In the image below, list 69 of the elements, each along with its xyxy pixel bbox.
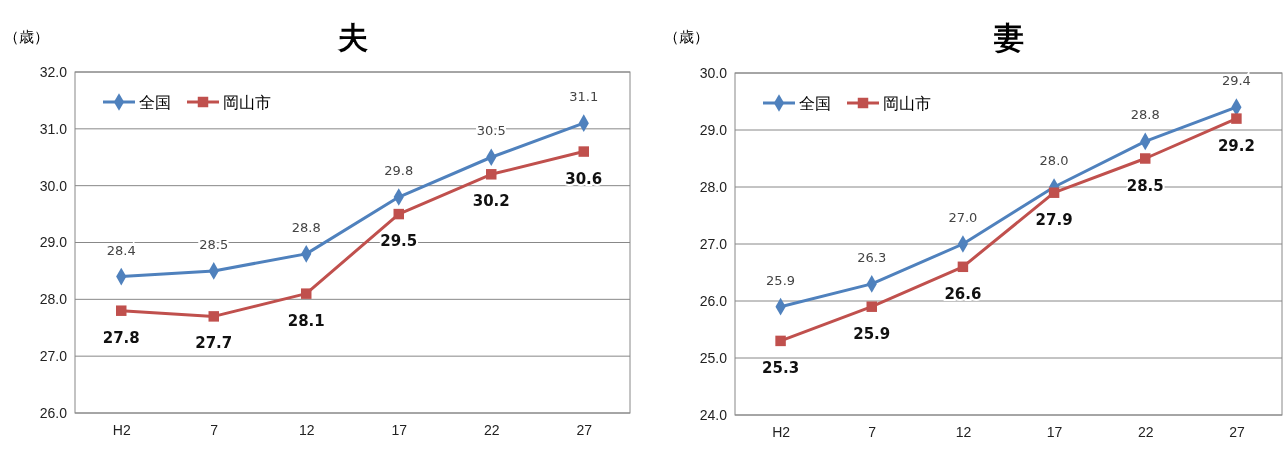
data-label: 28.8 xyxy=(291,219,321,235)
point xyxy=(866,301,877,312)
y-axis-title: （歳） xyxy=(4,28,49,46)
y-tick-label: 32.0 xyxy=(39,63,68,80)
y-tick-label: 24.0 xyxy=(699,406,728,423)
x-tick-label: 27 xyxy=(1229,423,1245,440)
y-tick-label: 28.0 xyxy=(699,178,728,195)
y-tick-label: 26.0 xyxy=(39,404,68,421)
y-tick-label: 29.0 xyxy=(699,121,728,138)
y-tick-label: 28.0 xyxy=(39,291,68,308)
data-label: 28.8 xyxy=(1130,107,1160,123)
point xyxy=(301,288,312,299)
point xyxy=(1140,153,1151,164)
data-label: 25.3 xyxy=(762,358,800,377)
y-tick-label: 26.0 xyxy=(699,292,728,309)
data-label: 29.8 xyxy=(384,163,414,179)
data-label: 27.8 xyxy=(102,328,140,347)
data-label: 25.9 xyxy=(853,324,891,343)
x-tick-label: H2 xyxy=(772,423,791,440)
data-label: 27.9 xyxy=(1035,210,1073,229)
point xyxy=(116,305,127,316)
data-label: 28.4 xyxy=(106,242,136,258)
point xyxy=(208,311,219,322)
data-label: 27.7 xyxy=(195,334,233,353)
chart-title: 夫 xyxy=(336,20,368,55)
y-tick-label: 31.0 xyxy=(39,120,68,137)
y-tick-label: 25.0 xyxy=(699,349,728,366)
data-label: 28.1 xyxy=(287,311,325,330)
data-label: 26.6 xyxy=(944,284,982,303)
y-axis-title: （歳） xyxy=(664,28,709,46)
data-label: 30.2 xyxy=(472,192,510,211)
x-tick-label: 12 xyxy=(298,421,315,438)
legend-label: 岡山市 xyxy=(223,93,271,112)
point xyxy=(775,335,786,347)
data-label: 30.5 xyxy=(476,123,506,139)
point xyxy=(1231,113,1242,124)
data-label: 28.5 xyxy=(1126,176,1164,195)
data-label: 27.0 xyxy=(948,210,978,225)
x-tick-label: 7 xyxy=(868,423,877,440)
data-label: 29.4 xyxy=(1221,73,1251,89)
x-tick-label: 17 xyxy=(1046,423,1063,440)
x-tick-label: 27 xyxy=(576,421,593,438)
point xyxy=(486,169,497,180)
data-label: 26.3 xyxy=(857,249,887,265)
data-label: 28.0 xyxy=(1039,153,1069,168)
point xyxy=(1048,187,1060,198)
data-label: 29.5 xyxy=(380,232,418,251)
legend-label: 全国 xyxy=(139,93,171,112)
y-tick-label: 30.0 xyxy=(39,177,68,194)
legend-label: 岡山市 xyxy=(883,94,931,113)
x-tick-label: 22 xyxy=(483,421,500,438)
x-tick-label: 22 xyxy=(1137,423,1154,440)
y-tick-label: 27.0 xyxy=(699,235,728,252)
point xyxy=(957,261,969,273)
data-label: 25.9 xyxy=(766,272,796,288)
x-tick-label: 12 xyxy=(955,423,972,440)
y-tick-label: 27.0 xyxy=(39,348,68,365)
legend-label: 全国 xyxy=(799,94,831,113)
y-tick-label: 30.0 xyxy=(699,64,728,81)
point xyxy=(578,146,589,157)
x-tick-label: 17 xyxy=(391,421,408,438)
data-label: 31.1 xyxy=(569,89,599,105)
y-tick-label: 29.0 xyxy=(39,234,68,251)
x-tick-label: 7 xyxy=(210,421,219,438)
data-label: 29.2 xyxy=(1217,136,1255,155)
point xyxy=(393,208,404,220)
x-tick-label: H2 xyxy=(112,421,131,438)
data-label: 30.6 xyxy=(565,169,603,188)
chart-title: 妻 xyxy=(992,20,1024,55)
